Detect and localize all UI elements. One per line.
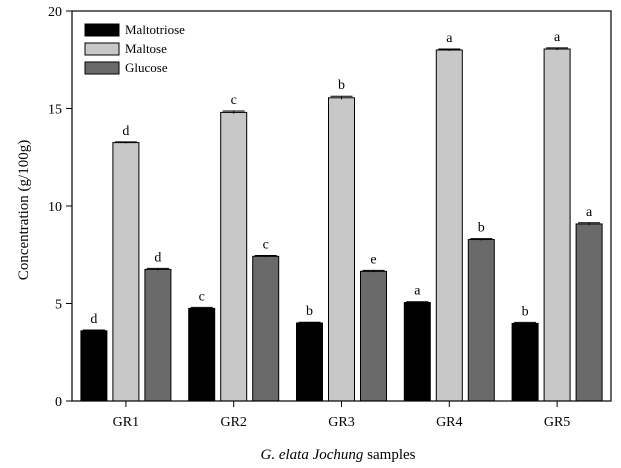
y-tick-label: 20 <box>48 5 62 20</box>
legend-swatch-glucose <box>84 61 120 75</box>
bar-maltotriose-gr2 <box>188 307 216 402</box>
significance-letter: a <box>414 284 421 299</box>
y-tick-label: 0 <box>55 395 62 410</box>
significance-letter: c <box>231 93 237 108</box>
x-axis-label-rest: samples <box>363 447 415 463</box>
x-tick-label: GR3 <box>328 415 354 430</box>
bar-maltose-gr3 <box>328 97 355 402</box>
bar-maltotriose-gr4 <box>403 302 431 402</box>
axes-layer: 0 5 10 15 20 GR1 GR2 GR3 GR4 GR5 <box>48 5 612 430</box>
significance-letter: d <box>122 124 129 139</box>
significance-letter: b <box>306 304 313 319</box>
bar-maltose-gr5 <box>543 48 571 402</box>
legend-swatch-maltotriose <box>84 23 120 37</box>
bar-glucose-gr1 <box>144 268 172 402</box>
bar-glucose-gr4 <box>467 239 495 402</box>
bar-glucose-gr3 <box>360 270 387 402</box>
x-tick-label: GR2 <box>220 415 246 430</box>
significance-letter: a <box>446 31 453 46</box>
x-axis-label: G. elata Jochung samples <box>261 447 416 463</box>
significance-letter: d <box>154 250 161 265</box>
legend-label-maltotriose: Maltotriose <box>125 22 185 37</box>
y-tick-label: 15 <box>48 103 62 118</box>
legend-label-maltose: Maltose <box>125 41 167 56</box>
bar-maltotriose-gr1 <box>80 330 108 402</box>
bar-maltose-gr2 <box>220 111 248 402</box>
bar-glucose-gr5 <box>575 223 603 402</box>
bar-maltotriose-gr5 <box>511 322 539 402</box>
legend: Maltotriose Maltose Glucose <box>84 22 185 75</box>
x-tick-label: GR4 <box>436 415 462 430</box>
significance-letter: c <box>199 289 205 304</box>
bar-maltose-gr4 <box>435 49 463 402</box>
significance-letter: b <box>522 304 529 319</box>
bars-layer: d d d c c c b b e a a b b a a <box>80 30 603 402</box>
y-tick-label: 5 <box>55 298 62 313</box>
bar-maltotriose-gr3 <box>296 322 323 402</box>
x-axis-label-italic: G. elata Jochung <box>261 447 364 463</box>
bar-maltose-gr1 <box>112 142 140 402</box>
significance-letter: b <box>478 221 485 236</box>
significance-letter: a <box>554 30 561 45</box>
y-tick-label: 10 <box>48 200 62 215</box>
significance-letter: a <box>586 205 593 220</box>
y-axis-label: Concentration (g/100g) <box>16 140 32 280</box>
bar-glucose-gr2 <box>252 255 280 402</box>
x-tick-label: GR1 <box>113 415 139 430</box>
legend-label-glucose: Glucose <box>125 60 168 75</box>
significance-letter: c <box>263 238 269 253</box>
x-tick-label: GR5 <box>544 415 570 430</box>
significance-letter: e <box>370 252 376 267</box>
legend-swatch-maltose <box>84 42 120 56</box>
significance-letter: d <box>90 312 97 327</box>
significance-letter: b <box>338 78 345 93</box>
